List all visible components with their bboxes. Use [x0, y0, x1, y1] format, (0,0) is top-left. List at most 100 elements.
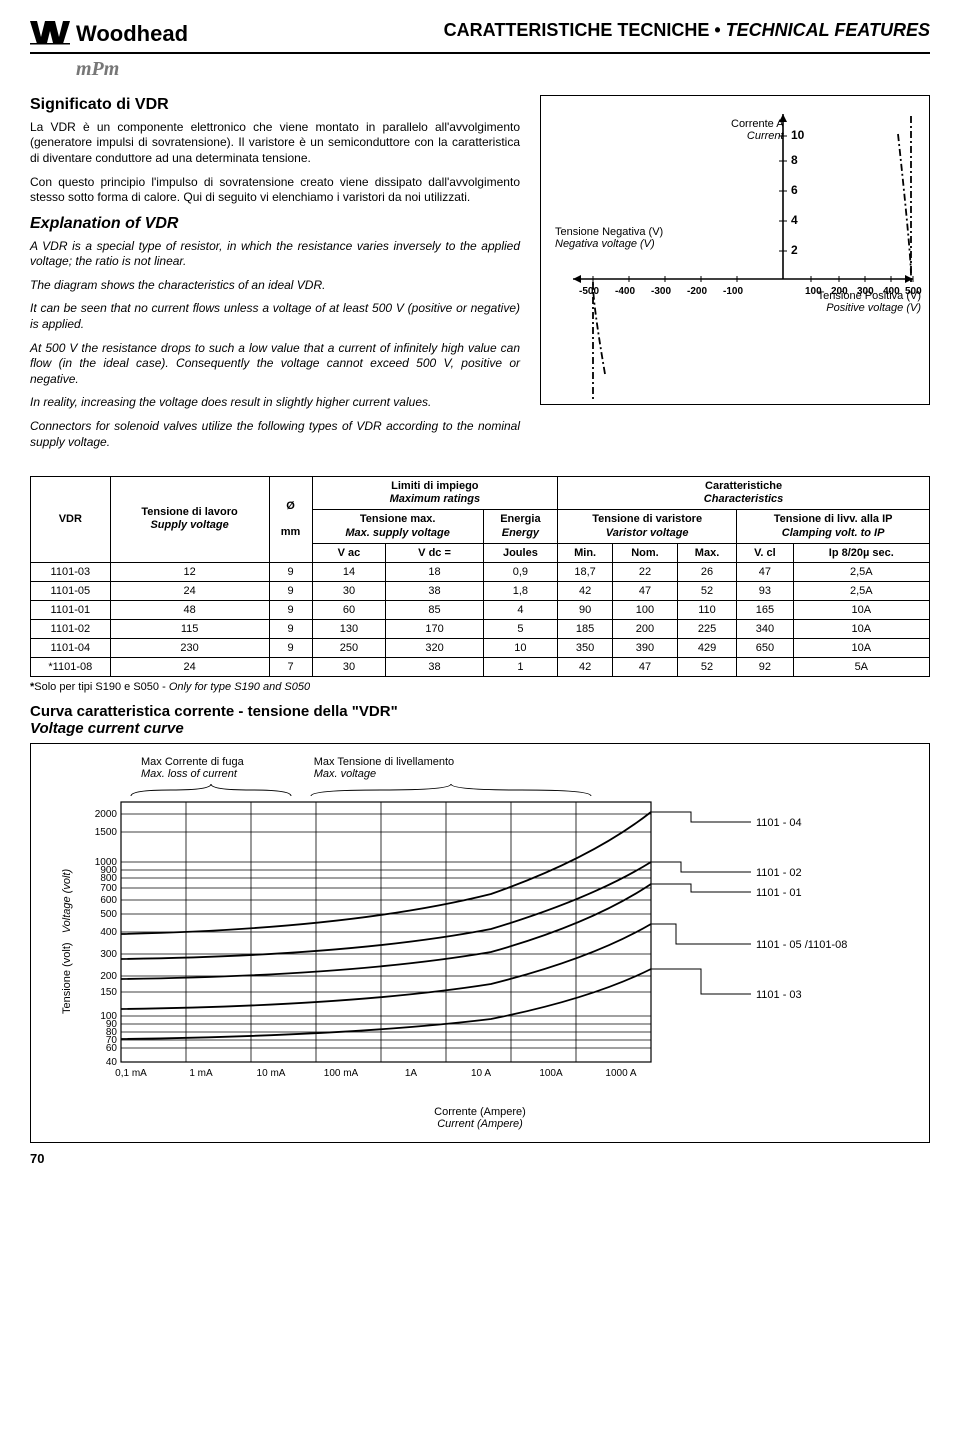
svg-text:0,1 mA: 0,1 mA — [115, 1068, 147, 1079]
table-footnote: *Solo per tipi S190 e S050 - Only for ty… — [30, 681, 930, 693]
th-voltage: Tensione di lavoro Supply voltage — [110, 477, 269, 563]
svg-text:1500: 1500 — [95, 827, 118, 838]
table-row: 1101-021159130170518520022534010A — [31, 619, 930, 638]
table-cell: 48 — [110, 600, 269, 619]
th-vcl: V. cl — [737, 543, 793, 562]
table-cell: 185 — [558, 619, 613, 638]
table-cell: 26 — [677, 562, 736, 581]
th-max: Max. — [677, 543, 736, 562]
table-cell: 9 — [269, 600, 312, 619]
table-cell: 170 — [386, 619, 483, 638]
svg-text:40: 40 — [106, 1057, 118, 1068]
table-cell: 650 — [737, 638, 793, 657]
svg-text:2: 2 — [791, 243, 798, 257]
page-header: Woodhead CARATTERISTICHE TECNICHE • TECH… — [30, 20, 930, 54]
logo-block: Woodhead — [30, 20, 188, 48]
table-cell: 100 — [613, 600, 678, 619]
table-cell: 60 — [312, 600, 386, 619]
section2-p4: At 500 V the resistance drops to such a … — [30, 341, 520, 388]
table-cell: 93 — [737, 581, 793, 600]
svg-text:1000 A: 1000 A — [605, 1068, 636, 1079]
table-cell: *1101-08 — [31, 657, 111, 676]
th-char: Caratteristiche Characteristics — [558, 477, 930, 510]
brand-name: Woodhead — [76, 21, 188, 47]
table-cell: 10A — [793, 619, 929, 638]
section1-title: Significato di VDR — [30, 95, 520, 116]
curve-top2: Max Tensione di livellamento Max. voltag… — [314, 756, 454, 780]
table-cell: 14 — [312, 562, 386, 581]
chart-pos-label: Tensione Positiva (V) Positive voltage (… — [818, 290, 921, 314]
section2-p5: In reality, increasing the voltage does … — [30, 395, 520, 411]
section1-p1: La VDR è un componente elettronico che v… — [30, 120, 520, 167]
table-cell: 47 — [613, 581, 678, 600]
svg-text:1101 - 04: 1101 - 04 — [756, 817, 802, 829]
table-row: 1101-0423092503201035039042965010A — [31, 638, 930, 657]
table-cell: 1101-03 — [31, 562, 111, 581]
th-energy: Energia Energy — [483, 510, 557, 543]
table-cell: 200 — [613, 619, 678, 638]
table-cell: 350 — [558, 638, 613, 657]
svg-text:300: 300 — [100, 949, 117, 960]
table-cell: 30 — [312, 581, 386, 600]
svg-text:10 A: 10 A — [471, 1068, 491, 1079]
svg-text:4: 4 — [791, 213, 798, 227]
svg-text:-500: -500 — [579, 286, 599, 297]
section2-p3: It can be seen that no current flows unl… — [30, 301, 520, 332]
table-cell: 52 — [677, 581, 736, 600]
table-cell: 2,5A — [793, 562, 929, 581]
section1-p2: Con questo principio l'impulso di sovrat… — [30, 175, 520, 206]
table-cell: 7 — [269, 657, 312, 676]
table-row: *1101-0824730381424752925A — [31, 657, 930, 676]
svg-text:-100: -100 — [723, 286, 743, 297]
table-cell: 85 — [386, 600, 483, 619]
table-cell: 390 — [613, 638, 678, 657]
table-cell: 38 — [386, 657, 483, 676]
th-vdc: V dc = — [386, 543, 483, 562]
section2-p2: The diagram shows the characteristics of… — [30, 278, 520, 294]
svg-text:2000: 2000 — [95, 809, 118, 820]
table-cell: 2,5A — [793, 581, 929, 600]
vdr-chart-svg: 10 8 6 4 2 -500 -400 -300 -200 -100 100 … — [543, 104, 923, 404]
svg-text:1101 - 01: 1101 - 01 — [756, 887, 802, 899]
table-cell: 9 — [269, 562, 312, 581]
table-cell: 10 — [483, 638, 557, 657]
subbrand: mPm — [76, 58, 930, 81]
table-cell: 18,7 — [558, 562, 613, 581]
svg-text:1 mA: 1 mA — [189, 1068, 213, 1079]
table-cell: 4 — [483, 600, 557, 619]
doc-title: CARATTERISTICHE TECNICHE • TECHNICAL FEA… — [444, 20, 930, 41]
table-cell: 90 — [558, 600, 613, 619]
curve-title: Curva caratteristica corrente - tensione… — [30, 703, 930, 737]
svg-text:10: 10 — [791, 128, 805, 142]
th-min: Min. — [558, 543, 613, 562]
table-cell: 9 — [269, 638, 312, 657]
table-cell: 225 — [677, 619, 736, 638]
section2-p6: Connectors for solenoid valves utilize t… — [30, 419, 520, 450]
table-cell: 9 — [269, 619, 312, 638]
th-clamp: Tensione di livv. alla IP Clamping volt.… — [737, 510, 930, 543]
table-cell: 52 — [677, 657, 736, 676]
table-cell: 1,8 — [483, 581, 557, 600]
svg-text:10 mA: 10 mA — [257, 1068, 286, 1079]
svg-text:8: 8 — [791, 153, 798, 167]
section2-p1: A VDR is a special type of resistor, in … — [30, 239, 520, 270]
svg-text:600: 600 — [100, 895, 117, 906]
svg-text:60: 60 — [106, 1043, 118, 1054]
svg-text:100 mA: 100 mA — [324, 1068, 359, 1079]
table-cell: 0,9 — [483, 562, 557, 581]
vdr-table: VDR Tensione di lavoro Supply voltage Ø … — [30, 476, 930, 677]
table-cell: 130 — [312, 619, 386, 638]
th-ip: Ip 8/20µ sec. — [793, 543, 929, 562]
curve-top-labels: Max Corrente di fuga Max. loss of curren… — [141, 756, 909, 780]
table-cell: 320 — [386, 638, 483, 657]
table-cell: 340 — [737, 619, 793, 638]
svg-text:-400: -400 — [615, 286, 635, 297]
table-cell: 110 — [677, 600, 736, 619]
svg-text:1101 - 03: 1101 - 03 — [756, 989, 802, 1001]
table-cell: 9 — [269, 581, 312, 600]
table-cell: 429 — [677, 638, 736, 657]
table-row: 1101-01489608549010011016510A — [31, 600, 930, 619]
chart-column: Corrente A Current Tensione Negativa (V)… — [540, 95, 930, 458]
chart-neg-label: Tensione Negativa (V) Negativa voltage (… — [555, 226, 663, 250]
table-cell: 24 — [110, 581, 269, 600]
